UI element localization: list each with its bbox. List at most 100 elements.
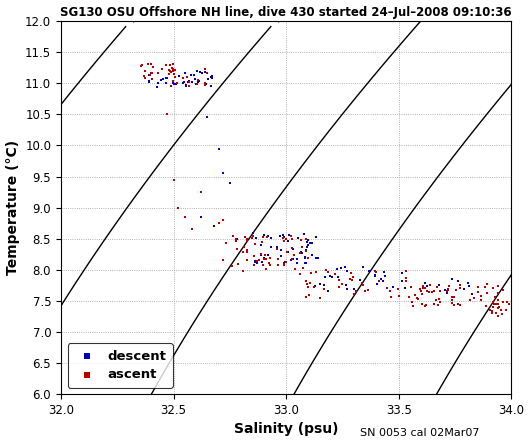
ascent xyxy=(260,251,269,258)
ascent xyxy=(243,248,251,255)
ascent xyxy=(169,65,177,72)
descent xyxy=(210,223,218,230)
descent xyxy=(359,264,367,271)
ascent xyxy=(298,244,307,251)
ascent xyxy=(162,61,170,68)
descent xyxy=(191,81,200,88)
descent xyxy=(340,263,349,271)
ascent xyxy=(174,204,182,211)
ascent xyxy=(147,60,155,67)
ascent xyxy=(498,287,507,294)
descent xyxy=(173,80,182,87)
descent xyxy=(280,259,289,266)
ascent xyxy=(287,232,295,240)
descent xyxy=(190,72,199,79)
descent xyxy=(267,244,275,251)
ascent xyxy=(350,291,358,298)
ascent xyxy=(228,233,237,240)
ascent xyxy=(288,235,296,242)
descent xyxy=(162,74,170,81)
ascent xyxy=(456,282,464,289)
Legend: descent, ascent: descent, ascent xyxy=(67,343,173,388)
descent xyxy=(276,233,285,240)
ascent xyxy=(419,282,427,289)
ascent xyxy=(413,296,422,303)
ascent xyxy=(316,294,325,301)
descent xyxy=(311,282,319,289)
descent xyxy=(435,282,443,289)
descent xyxy=(284,249,293,256)
ascent xyxy=(491,293,500,300)
descent xyxy=(308,240,316,247)
descent xyxy=(208,72,217,79)
ascent xyxy=(219,217,227,224)
ascent xyxy=(165,61,174,69)
ascent xyxy=(169,68,177,75)
ascent xyxy=(394,285,402,292)
ascent xyxy=(146,71,154,78)
descent xyxy=(312,255,320,262)
descent xyxy=(325,272,334,279)
Text: SN 0053 cal 02Mar07: SN 0053 cal 02Mar07 xyxy=(360,427,480,438)
ascent xyxy=(137,62,146,69)
ascent xyxy=(477,292,485,299)
descent xyxy=(443,290,452,297)
ascent xyxy=(312,268,320,275)
ascent xyxy=(288,245,296,252)
descent xyxy=(201,81,210,88)
ascent xyxy=(386,294,395,301)
descent xyxy=(377,275,385,282)
ascent xyxy=(200,79,209,86)
ascent xyxy=(258,239,266,246)
descent xyxy=(460,286,468,293)
ascent xyxy=(430,301,438,308)
ascent xyxy=(184,83,193,90)
ascent xyxy=(173,80,182,87)
ascent xyxy=(322,267,330,274)
descent xyxy=(299,231,308,238)
descent xyxy=(198,70,207,77)
ascent xyxy=(280,260,288,267)
ascent xyxy=(201,82,210,89)
ascent xyxy=(466,297,474,304)
ascent xyxy=(306,280,314,287)
descent xyxy=(145,78,153,85)
descent xyxy=(343,268,351,275)
ascent xyxy=(170,176,178,183)
descent xyxy=(294,235,302,242)
ascent xyxy=(494,301,502,308)
ascent xyxy=(383,284,392,291)
ascent xyxy=(495,303,504,310)
ascent xyxy=(331,270,340,277)
ascent xyxy=(165,71,173,78)
ascent xyxy=(302,293,310,300)
ascent xyxy=(444,287,452,294)
ascent xyxy=(405,293,413,301)
descent xyxy=(145,72,154,79)
descent xyxy=(153,80,162,87)
ascent xyxy=(417,287,425,294)
ascent xyxy=(259,261,268,268)
ascent xyxy=(253,257,262,264)
descent xyxy=(279,234,288,241)
ascent xyxy=(334,284,343,291)
descent xyxy=(297,250,306,257)
ascent xyxy=(372,269,381,276)
ascent xyxy=(282,259,290,266)
ascent xyxy=(163,111,171,118)
ascent xyxy=(455,301,464,308)
descent xyxy=(297,249,305,256)
ascent xyxy=(234,260,243,267)
ascent xyxy=(349,273,357,280)
descent xyxy=(278,232,287,239)
ascent xyxy=(169,77,178,84)
descent xyxy=(193,68,201,75)
ascent xyxy=(168,64,176,71)
descent xyxy=(321,273,329,280)
descent xyxy=(293,255,301,263)
descent xyxy=(187,78,196,85)
ascent xyxy=(448,299,456,306)
descent xyxy=(301,255,309,262)
ascent xyxy=(494,290,502,297)
descent xyxy=(400,284,409,291)
